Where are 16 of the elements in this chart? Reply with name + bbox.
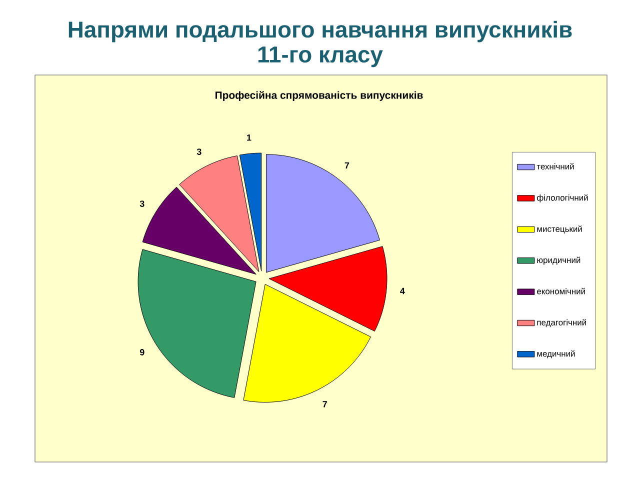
chart-subtitle: Професійна спрямованість випускників <box>216 91 423 101</box>
data-label: 3 <box>140 200 144 207</box>
data-label: 4 <box>400 288 405 294</box>
legend-label: економічний <box>537 288 585 294</box>
data-label: 7 <box>322 401 327 408</box>
data-label: 1 <box>247 134 252 141</box>
legend-label: технічний <box>536 163 574 170</box>
data-label: 9 <box>140 349 144 356</box>
legend-label: педагогічний <box>537 319 586 328</box>
data-label: 7 <box>344 162 350 169</box>
chart-title: Напрями подальшого навчання випускників 11-го класу <box>68 20 572 68</box>
legend-label: мистецький <box>537 226 582 234</box>
legend-label: філологічний <box>537 194 588 202</box>
legend-label: медичний <box>537 350 575 358</box>
data-label: 3 <box>196 148 202 155</box>
legend-label: юридичний <box>537 256 580 265</box>
